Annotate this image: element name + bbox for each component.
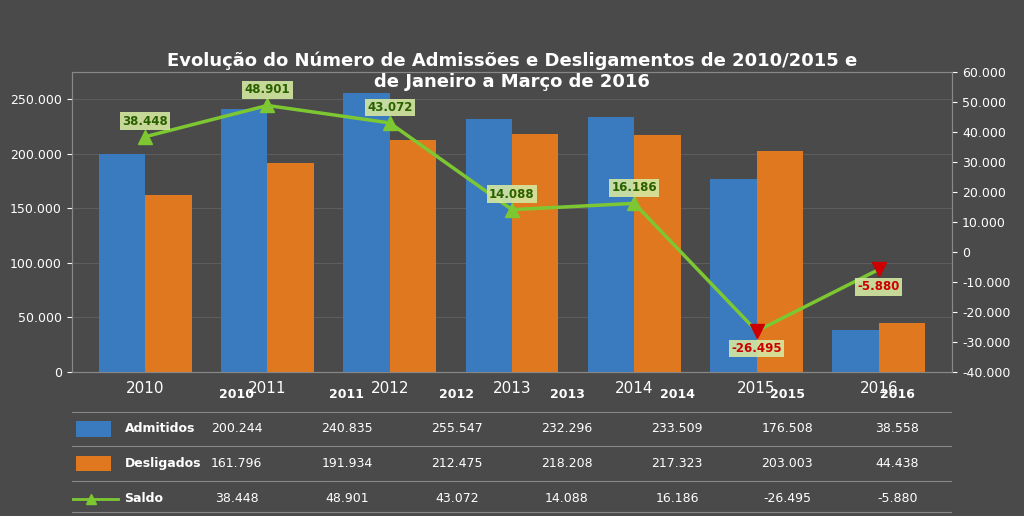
Text: 176.508: 176.508 [761, 423, 813, 436]
Text: 2015: 2015 [770, 388, 805, 400]
Bar [757, 151, 803, 372]
Bar [634, 135, 681, 372]
Text: 16.186: 16.186 [655, 492, 698, 505]
Text: 2013: 2013 [550, 388, 585, 400]
Text: 43.072: 43.072 [435, 492, 479, 505]
Text: 240.835: 240.835 [322, 423, 373, 436]
Bar [145, 196, 191, 372]
Bar [588, 118, 634, 372]
Bar [343, 93, 390, 372]
Text: Admitidos: Admitidos [125, 423, 195, 436]
Text: 48.901: 48.901 [325, 492, 369, 505]
Text: 217.323: 217.323 [651, 457, 702, 470]
Text: 212.475: 212.475 [431, 457, 482, 470]
Text: 255.547: 255.547 [431, 423, 483, 436]
Bar [833, 330, 879, 372]
Text: 38.558: 38.558 [876, 423, 920, 436]
Bar [466, 119, 512, 372]
Text: 38.448: 38.448 [215, 492, 259, 505]
Text: 191.934: 191.934 [322, 457, 373, 470]
Text: Desligados: Desligados [125, 457, 201, 470]
Text: 44.438: 44.438 [876, 457, 919, 470]
Text: 161.796: 161.796 [211, 457, 262, 470]
Text: 218.208: 218.208 [542, 457, 593, 470]
FancyBboxPatch shape [76, 456, 111, 472]
Text: Evolução do Número de Admissões e Desligamentos de 2010/2015 e
de Janeiro a Març: Evolução do Número de Admissões e Deslig… [167, 52, 857, 91]
Text: 43.072: 43.072 [367, 101, 413, 114]
Text: 2010: 2010 [219, 388, 254, 400]
FancyBboxPatch shape [76, 421, 111, 437]
Bar [512, 134, 558, 372]
Text: -5.880: -5.880 [858, 280, 900, 294]
Bar [221, 109, 267, 372]
Text: 2014: 2014 [659, 388, 694, 400]
Text: 2012: 2012 [439, 388, 474, 400]
Text: 2011: 2011 [330, 388, 365, 400]
Bar [98, 154, 145, 372]
Bar [879, 323, 926, 372]
Text: -5.880: -5.880 [877, 492, 918, 505]
Text: 233.509: 233.509 [651, 423, 702, 436]
Text: -26.495: -26.495 [731, 342, 782, 355]
Bar [390, 140, 436, 372]
Text: -26.495: -26.495 [763, 492, 811, 505]
Text: 2016: 2016 [880, 388, 914, 400]
Text: 200.244: 200.244 [211, 423, 262, 436]
Text: Saldo: Saldo [125, 492, 164, 505]
Text: 14.088: 14.088 [489, 188, 535, 201]
Text: 16.186: 16.186 [611, 182, 657, 195]
Text: 232.296: 232.296 [542, 423, 593, 436]
Text: 203.003: 203.003 [762, 457, 813, 470]
Bar [267, 163, 313, 372]
Text: 14.088: 14.088 [545, 492, 589, 505]
Text: 48.901: 48.901 [245, 84, 290, 96]
Bar [710, 180, 757, 372]
Text: 38.448: 38.448 [122, 115, 168, 128]
